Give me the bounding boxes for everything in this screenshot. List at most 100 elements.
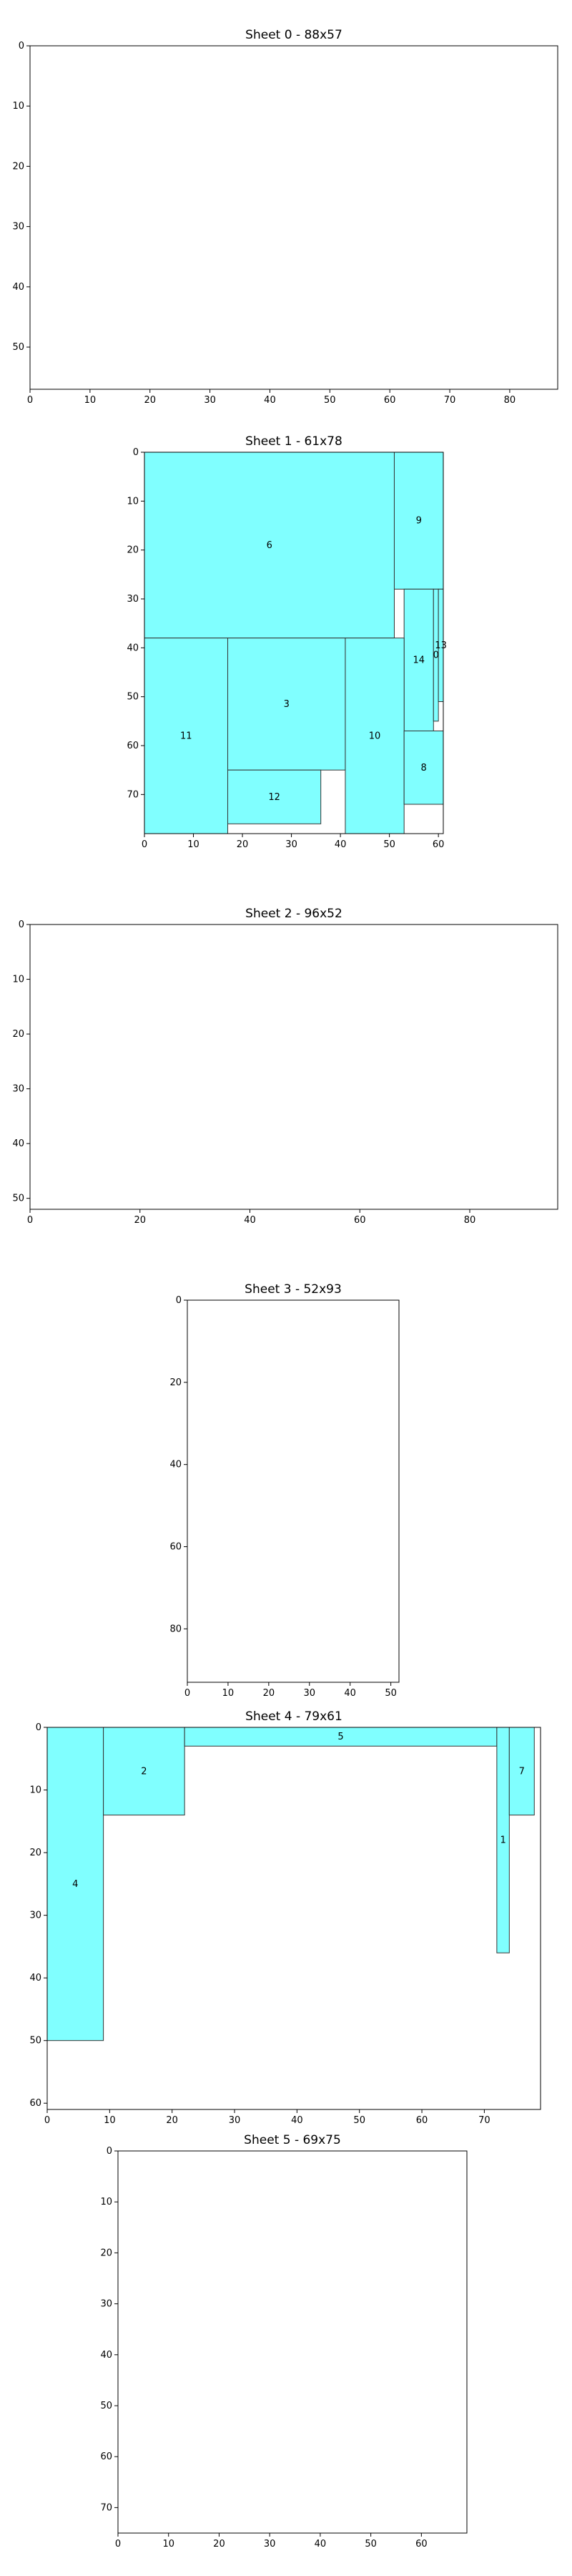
y-tick-label: 40	[127, 643, 139, 653]
chart-title: Sheet 3 - 52x93	[245, 1282, 342, 1297]
x-tick-label: 0	[142, 839, 147, 850]
x-tick-label: 30	[204, 395, 216, 406]
y-tick-label: 50	[127, 692, 139, 703]
chart-sheet-3: Sheet 3 - 52x93 0 10 20 30 40 50 0 20 40 60 80	[169, 1282, 400, 1699]
x-tick-label: 50	[324, 395, 336, 406]
packed-rect-label: 7	[519, 1766, 525, 1777]
y-tick-label: 0	[107, 2146, 112, 2157]
x-tick-label: 10	[84, 395, 97, 406]
x-tick-label: 30	[303, 1688, 315, 1699]
x-tick-label: 30	[285, 839, 297, 850]
y-tick-label: 0	[36, 1722, 41, 1733]
x-tick-label: 70	[444, 395, 456, 406]
y-tick-label: 20	[100, 2248, 112, 2258]
axes-frame	[29, 45, 558, 390]
y-tick-label: 30	[12, 1084, 24, 1095]
x-tick-label: 60	[416, 2115, 428, 2126]
y-tick-label: 30	[29, 1911, 41, 1921]
x-tick-label: 80	[504, 395, 516, 406]
y-tick-label: 0	[19, 919, 24, 930]
packed-rect-4	[46, 1727, 104, 2041]
x-tick-label: 0	[27, 1215, 33, 1226]
y-tick-label: 70	[127, 789, 139, 800]
x-tick-label: 80	[464, 1215, 476, 1226]
x-tick-label: 40	[264, 395, 276, 406]
packed-rect-label: 1	[500, 1835, 506, 1846]
packed-rect-3	[227, 638, 346, 771]
y-tick-label: 10	[29, 1785, 41, 1796]
x-tick-label: 20	[134, 1215, 146, 1226]
y-tick-label: 10	[127, 496, 139, 507]
y-tick-label: 10	[12, 101, 24, 112]
y-tick-label: 60	[169, 1542, 182, 1553]
y-tick-label: 40	[100, 2350, 112, 2361]
y-tick-label: 40	[12, 1138, 24, 1149]
x-tick-label: 0	[27, 395, 33, 406]
x-tick-label: 50	[385, 1688, 397, 1699]
axes-frame	[46, 1727, 541, 2110]
packed-rect-5	[184, 1727, 498, 1747]
x-tick-label: 0	[184, 1688, 190, 1699]
x-tick-label: 60	[433, 839, 445, 850]
x-tick-label: 40	[244, 1215, 256, 1226]
x-tick-label: 50	[365, 2539, 377, 2550]
chart-sheet-0: Sheet 0 - 88x57 0 10 20 30 40 50 60 70 80 0 10 20 30 4…	[12, 28, 558, 406]
y-tick-label: 0	[19, 41, 24, 52]
y-tick-label: 0	[133, 447, 139, 458]
chart-sheet-2: Sheet 2 - 96x52 0 20 40 60 80 0 10 20 30 40 50	[12, 907, 558, 1226]
y-tick-label: 30	[127, 594, 139, 605]
x-tick-label: 50	[353, 2115, 365, 2126]
packed-rect-label: 11	[180, 731, 192, 741]
x-tick-label: 70	[478, 2115, 490, 2126]
packed-rect-12	[227, 769, 322, 824]
packed-rect-14	[403, 588, 434, 731]
x-tick-label: 20	[144, 395, 156, 406]
chart-title: Sheet 2 - 96x52	[245, 907, 342, 921]
y-tick-label: 30	[12, 222, 24, 233]
x-tick-label: 60	[415, 2539, 428, 2550]
y-tick-label: 60	[100, 2451, 112, 2462]
axes-frame	[187, 1299, 400, 1683]
x-tick-label: 40	[291, 2115, 303, 2126]
packed-rect-label: 9	[416, 516, 422, 527]
y-tick-label: 40	[12, 282, 24, 293]
y-tick-label: 70	[100, 2502, 112, 2513]
x-tick-label: 10	[222, 1688, 235, 1699]
y-tick-label: 50	[12, 1194, 24, 1204]
packed-rect-7	[508, 1727, 535, 1816]
x-tick-label: 10	[104, 2115, 116, 2126]
x-tick-label: 50	[383, 839, 395, 850]
y-tick-label: 40	[169, 1460, 182, 1470]
y-tick-label: 10	[12, 975, 24, 985]
x-tick-label: 40	[315, 2539, 327, 2550]
packed-rect-6	[144, 452, 395, 639]
x-tick-label: 10	[187, 839, 199, 850]
packed-rect-label: 4	[72, 1879, 78, 1890]
packed-rect-10	[345, 638, 405, 834]
y-tick-label: 60	[127, 741, 139, 751]
x-tick-label: 30	[229, 2115, 241, 2126]
y-tick-label: 60	[29, 2098, 41, 2109]
y-tick-label: 30	[100, 2299, 112, 2310]
chart-title: Sheet 5 - 69x75	[244, 2133, 341, 2147]
y-tick-label: 20	[127, 545, 139, 556]
y-tick-label: 20	[29, 1848, 41, 1858]
y-tick-label: 20	[12, 1029, 24, 1040]
packed-rect-label: 0	[433, 650, 439, 661]
packed-rect-label: 12	[268, 792, 280, 803]
y-tick-label: 50	[100, 2401, 112, 2411]
x-tick-label: 20	[263, 1688, 275, 1699]
packed-rect-11	[144, 638, 228, 834]
x-tick-label: 30	[264, 2539, 276, 2550]
x-tick-label: 0	[115, 2539, 121, 2550]
axes-frame	[144, 452, 444, 834]
x-tick-label: 10	[162, 2539, 174, 2550]
packed-rect-label: 3	[284, 699, 290, 710]
y-tick-label: 40	[29, 1973, 41, 1984]
chart-sheet-5: Sheet 5 - 69x75 0 10 20 30 40 50 60 0 10 20 30 40 50 6…	[100, 2133, 468, 2550]
x-tick-label: 40	[344, 1688, 356, 1699]
